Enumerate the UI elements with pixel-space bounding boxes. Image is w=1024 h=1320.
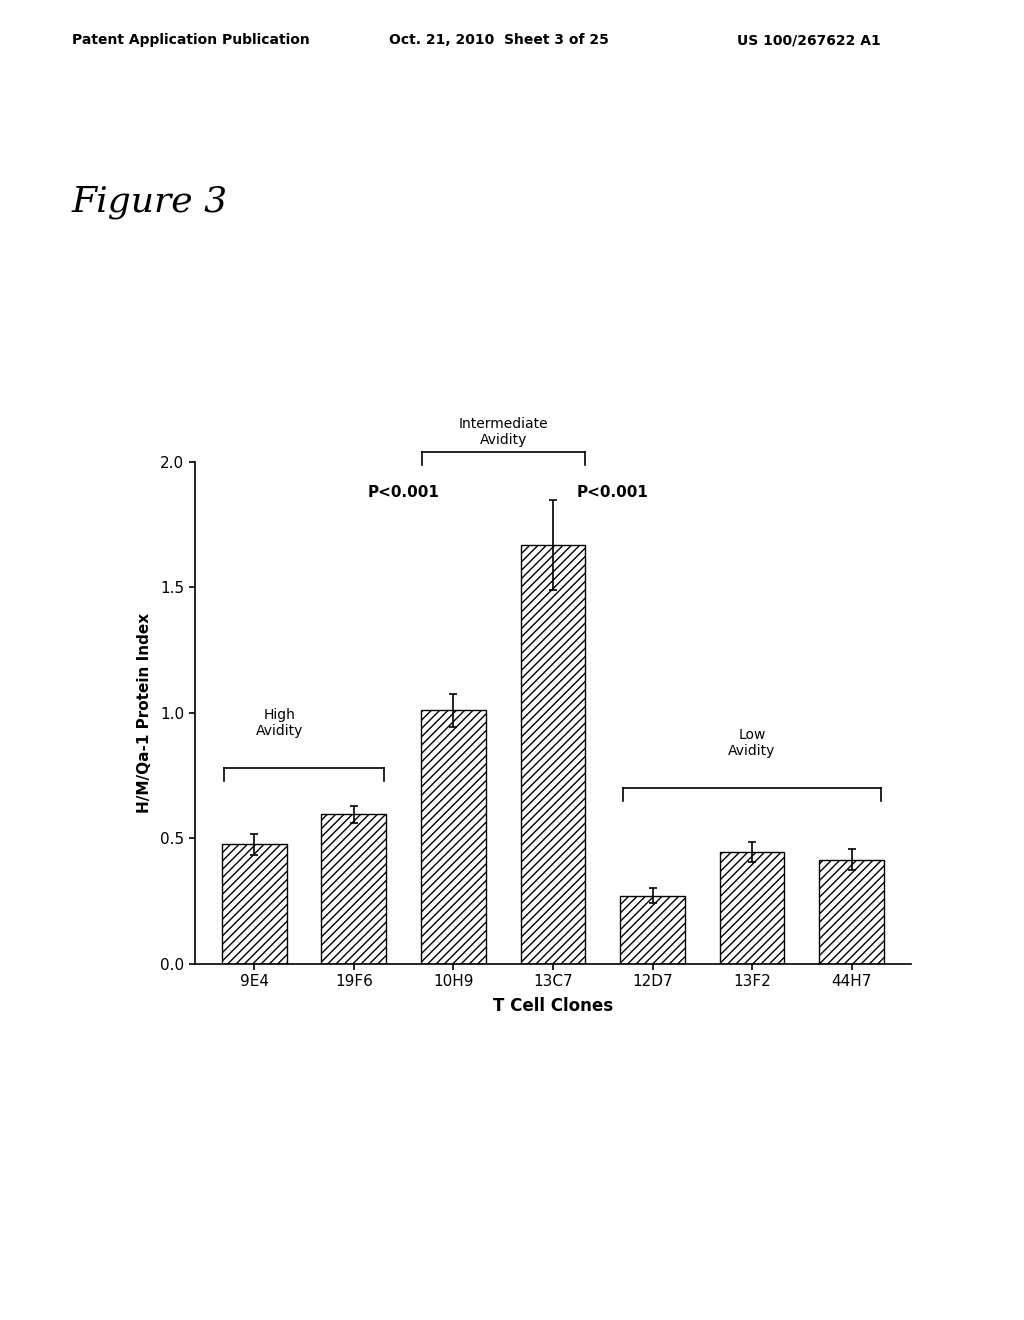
Y-axis label: H/M/Qa-1 Protein Index: H/M/Qa-1 Protein Index [136,612,152,813]
Text: High
Avidity: High Avidity [256,708,303,738]
Text: Patent Application Publication: Patent Application Publication [72,33,309,48]
Text: Figure 3: Figure 3 [72,185,227,219]
Text: US 100/267622 A1: US 100/267622 A1 [737,33,881,48]
Text: P<0.001: P<0.001 [368,484,439,499]
Bar [520,545,586,964]
Text: Low
Avidity: Low Avidity [728,727,776,758]
Bar [720,851,784,964]
Bar [621,896,685,964]
Bar [819,859,884,964]
X-axis label: T Cell Clones: T Cell Clones [493,998,613,1015]
Text: Intermediate
Avidity: Intermediate Avidity [459,417,548,447]
Bar [322,814,386,964]
Bar [421,710,485,964]
Text: P<0.001: P<0.001 [577,484,648,499]
Text: Oct. 21, 2010  Sheet 3 of 25: Oct. 21, 2010 Sheet 3 of 25 [389,33,609,48]
Bar [222,845,287,964]
